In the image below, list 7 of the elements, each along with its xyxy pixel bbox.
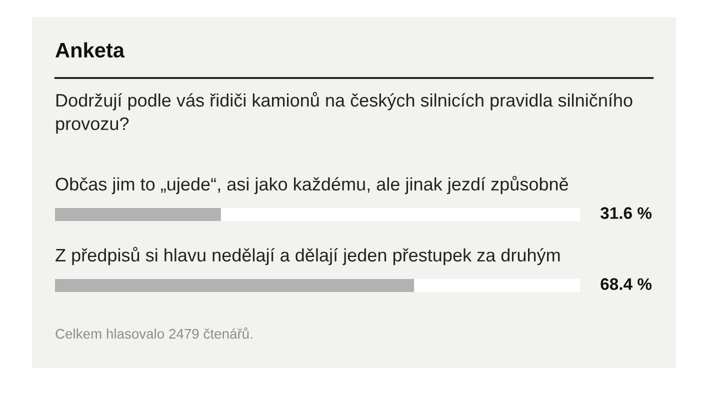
y-tick-label: Občas jim to „ujede“, asi jako každému, ale jinak jezdí způsobně [56, 176, 568, 194]
chart-subtitle: Dodržují podle vás řidiči kamionů na českých silnicích pravidla silničního provozu? [56, 92, 632, 134]
data-label: 68.4 % [600, 278, 652, 290]
data-label: 31.6 % [600, 207, 652, 219]
text: Celkem hlasovalo 2479 čtenářů. [56, 327, 252, 339]
chart-title: Anketa [56, 42, 125, 58]
y-tick-label: Z předpisů si hlavu nedělají a dělají jeden přestupek za druhým [56, 246, 560, 266]
